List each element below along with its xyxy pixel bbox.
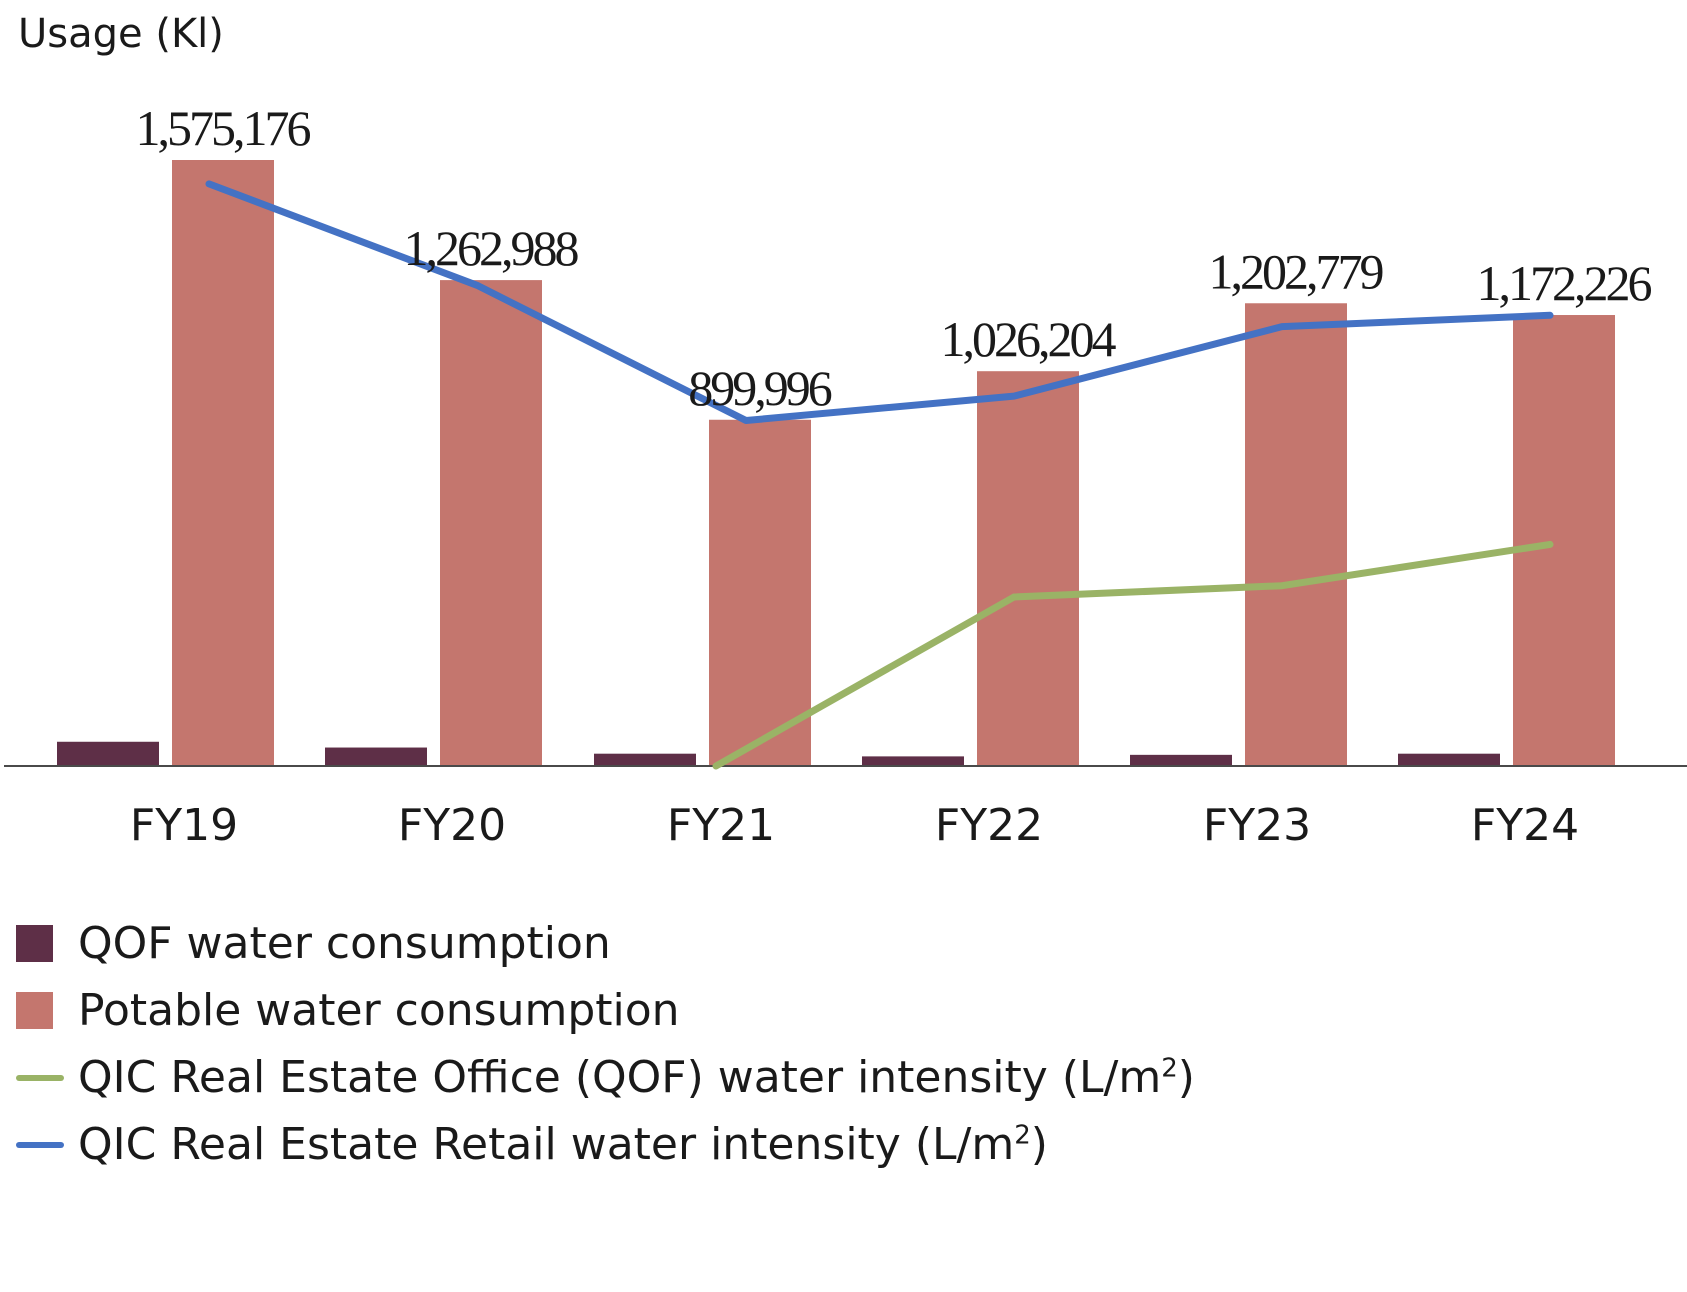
bar-potable-FY19 bbox=[172, 160, 274, 766]
bar-qof-FY23 bbox=[1130, 754, 1232, 766]
data-label-FY20: 1,262,988 bbox=[404, 220, 579, 276]
x-tick-FY23: FY23 bbox=[1203, 800, 1311, 851]
legend-label: QIC Real Estate Retail water intensity (… bbox=[78, 1119, 1048, 1170]
x-tick-FY19: FY19 bbox=[130, 800, 238, 851]
bar-potable-FY21 bbox=[709, 419, 811, 766]
bar-potable-FY23 bbox=[1245, 303, 1347, 766]
x-tick-FY21: FY21 bbox=[667, 800, 775, 851]
data-label-FY23: 1,202,779 bbox=[1209, 243, 1383, 299]
legend-label: Potable water consumption bbox=[78, 985, 680, 1036]
bar-qof-FY21 bbox=[594, 753, 696, 766]
legend-item-retail-intensity: QIC Real Estate Retail water intensity (… bbox=[16, 1111, 1195, 1178]
legend-item-qof-consumption: QOF water consumption bbox=[16, 910, 1195, 977]
legend-item-qof-intensity: QIC Real Estate Office (QOF) water inten… bbox=[16, 1044, 1195, 1111]
line-retail-intensity bbox=[205, 180, 1554, 424]
legend-swatch-potable bbox=[16, 992, 53, 1029]
legend-swatch-qof bbox=[16, 925, 53, 962]
bar-potable-FY22 bbox=[977, 371, 1079, 766]
line-qof-intensity bbox=[712, 540, 1554, 770]
chart: Usage (Kl) 1,575,176 1,262,988 899,996 1,02… bbox=[4, 11, 1687, 851]
lines bbox=[205, 180, 1554, 770]
legend-label: QOF water consumption bbox=[78, 918, 611, 969]
y-axis-label: Usage (Kl) bbox=[18, 11, 224, 57]
bar-qof-FY20 bbox=[325, 747, 427, 766]
legend-line-retail-intensity bbox=[16, 1141, 64, 1148]
bars bbox=[57, 160, 1615, 766]
data-label-FY21: 899,996 bbox=[688, 360, 832, 416]
x-tick-FY20: FY20 bbox=[398, 800, 506, 851]
legend-label: QIC Real Estate Office (QOF) water inten… bbox=[78, 1052, 1195, 1103]
bar-qof-FY19 bbox=[57, 741, 159, 766]
bar-potable-FY20 bbox=[440, 280, 542, 766]
bar-potable-FY24 bbox=[1513, 315, 1615, 766]
x-tick-FY22: FY22 bbox=[935, 800, 1043, 851]
legend-line-qof-intensity bbox=[16, 1074, 64, 1081]
bar-qof-FY24 bbox=[1398, 753, 1500, 766]
x-tick-FY24: FY24 bbox=[1471, 800, 1579, 851]
legend-item-potable-consumption: Potable water consumption bbox=[16, 977, 1195, 1044]
legend: QOF water consumption Potable water cons… bbox=[16, 910, 1195, 1178]
bar-qof-FY22 bbox=[862, 756, 964, 766]
data-label-FY22: 1,026,204 bbox=[941, 311, 1117, 367]
data-label-FY19: 1,575,176 bbox=[136, 100, 311, 156]
x-tick-labels: FY19 FY20 FY21 FY22 FY23 FY24 bbox=[130, 800, 1579, 851]
data-label-FY24: 1,172,226 bbox=[1477, 255, 1652, 311]
data-labels: 1,575,176 1,262,988 899,996 1,026,204 1,202,… bbox=[136, 100, 1655, 416]
